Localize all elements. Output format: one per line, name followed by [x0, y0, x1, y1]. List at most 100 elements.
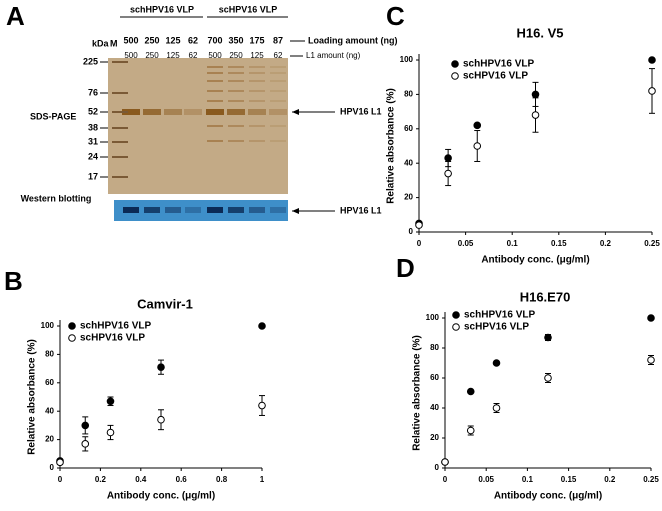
- gel-band: [184, 109, 202, 115]
- chart-title: H16.E70: [520, 289, 571, 304]
- gel-band: [270, 90, 286, 92]
- data-point: [81, 421, 90, 430]
- ladder-label: 76: [88, 87, 98, 97]
- legend-marker: [451, 60, 459, 68]
- arrow-head: [292, 208, 299, 214]
- l1-amount: 62: [274, 51, 283, 60]
- band-label: HPV16 L1: [340, 205, 382, 215]
- gel-band: [206, 109, 224, 115]
- legend-marker: [68, 334, 76, 342]
- gel-band: [228, 100, 244, 102]
- y-axis-label: Relative absorbance (%): [412, 335, 423, 451]
- panel-label: C: [386, 1, 405, 31]
- gel-band: [249, 80, 265, 82]
- y-tick-label: 40: [45, 406, 54, 415]
- gel-band: [207, 72, 223, 74]
- y-tick-label: 20: [404, 193, 413, 202]
- gel-band: [249, 66, 265, 68]
- ladder-band: [112, 92, 128, 94]
- data-point: [157, 415, 165, 424]
- data-point: [648, 56, 656, 64]
- western-band: [165, 207, 181, 213]
- l1-label: L1 amount (ng): [306, 51, 361, 60]
- legend-label: scHPV16 VLP: [464, 322, 529, 333]
- y-tick-label: 60: [430, 373, 439, 382]
- loading-amount: 250: [144, 35, 159, 45]
- western-label: Western blotting: [21, 193, 92, 203]
- x-tick-label: 0: [58, 475, 63, 484]
- data-point: [648, 87, 656, 95]
- western-band: [207, 207, 223, 213]
- y-tick-label: 0: [435, 463, 440, 472]
- x-tick-label: 0.2: [600, 239, 612, 248]
- y-tick-label: 20: [45, 435, 54, 444]
- data-point: [466, 426, 475, 435]
- data-point: [444, 169, 452, 178]
- gel-band: [207, 125, 223, 127]
- gel-band: [207, 140, 223, 142]
- x-tick-label: 0.25: [643, 475, 659, 484]
- ladder-label: 225: [83, 56, 98, 66]
- gel-band: [143, 109, 161, 115]
- x-axis-label: Antibody conc. (μg/ml): [481, 255, 589, 266]
- y-tick-label: 100: [426, 313, 440, 322]
- loading-amount: 125: [165, 35, 180, 45]
- x-tick-label: 0.25: [644, 239, 660, 248]
- x-tick-label: 0.05: [458, 239, 474, 248]
- western-strip: [114, 200, 288, 221]
- gel-band: [122, 109, 140, 115]
- legend-label: schHPV16 VLP: [463, 59, 534, 70]
- y-axis-label: Relative absorbance (%): [27, 339, 38, 455]
- gel-band: [228, 72, 244, 74]
- data-point: [492, 404, 501, 412]
- l1-amount: 250: [145, 51, 159, 60]
- loading-amount: 500: [123, 35, 138, 45]
- legend-label: scHPV16 VLP: [463, 71, 528, 82]
- x-tick-label: 0.15: [561, 475, 577, 484]
- x-tick-label: 0.8: [216, 475, 228, 484]
- western-band: [144, 207, 160, 213]
- gel-band: [228, 80, 244, 82]
- y-axis-label: Relative absorbance (%): [386, 88, 397, 204]
- gel-band: [207, 66, 223, 68]
- x-tick-label: 0.2: [604, 475, 616, 484]
- data-point: [415, 221, 423, 229]
- gel-band: [248, 109, 266, 115]
- loading-amount: 700: [207, 35, 222, 45]
- l1-amount: 62: [189, 51, 198, 60]
- ladder-band: [112, 176, 128, 178]
- y-tick-label: 80: [404, 90, 413, 99]
- legend-label: scHPV16 VLP: [80, 333, 145, 344]
- loading-amount: 87: [273, 35, 283, 45]
- y-tick-label: 0: [409, 227, 414, 236]
- ladder-band: [112, 111, 128, 113]
- data-point: [647, 356, 655, 364]
- y-tick-label: 40: [404, 158, 413, 167]
- panel-label: A: [6, 1, 25, 31]
- gel-band: [228, 90, 244, 92]
- x-tick-label: 1: [260, 475, 265, 484]
- gel-band: [207, 90, 223, 92]
- gel-band: [227, 109, 245, 115]
- y-tick-label: 80: [430, 343, 439, 352]
- x-tick-label: 0: [417, 239, 422, 248]
- y-tick-label: 0: [50, 463, 55, 472]
- data-point: [544, 333, 552, 342]
- data-point: [466, 387, 475, 396]
- western-band: [228, 207, 244, 213]
- data-point: [492, 359, 501, 367]
- ladder-band: [112, 141, 128, 143]
- y-tick-label: 60: [45, 378, 54, 387]
- legend-marker: [68, 322, 76, 330]
- data-point: [441, 458, 449, 466]
- x-tick-label: 0.2: [95, 475, 107, 484]
- l1-amount: 125: [166, 51, 180, 60]
- y-tick-label: 20: [430, 433, 439, 442]
- legend-label: schHPV16 VLP: [464, 310, 535, 321]
- x-tick-label: 0.05: [478, 475, 494, 484]
- y-tick-label: 60: [404, 124, 413, 133]
- kda-label: kDa: [92, 38, 110, 48]
- gel-band: [249, 100, 265, 102]
- gel-band: [270, 125, 286, 127]
